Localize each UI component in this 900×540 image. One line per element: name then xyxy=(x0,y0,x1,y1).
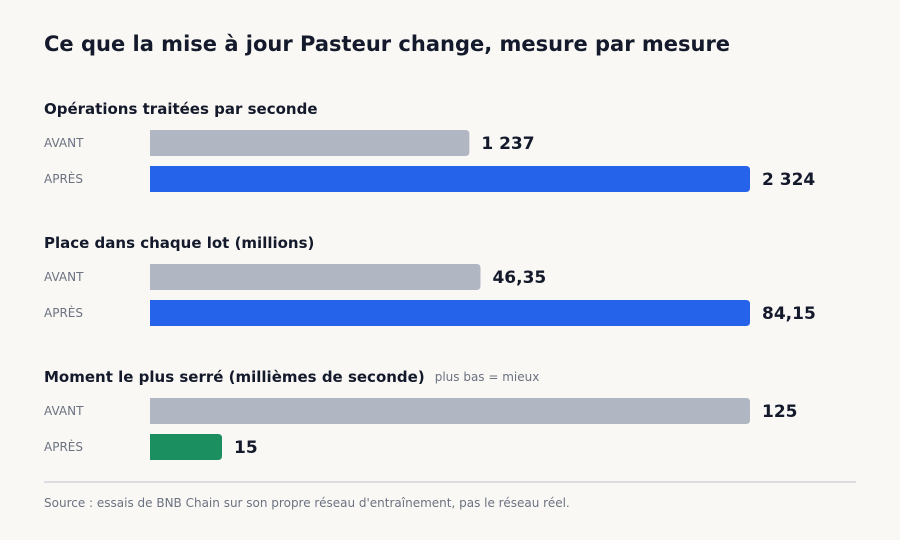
row-label: AVANT xyxy=(44,136,84,150)
group-note: plus bas = mieux xyxy=(435,370,540,384)
value-label: 84,15 xyxy=(762,304,816,324)
value-label: 15 xyxy=(234,438,258,458)
bar-chart: Opérations traitées par seconde AVANT 1 23… xyxy=(44,100,816,460)
row-label: APRÈS xyxy=(44,305,83,320)
chart-title: Ce que la mise à jour Pasteur change, me… xyxy=(44,32,731,56)
source-note: Source : essais de BNB Chain sur son pro… xyxy=(44,496,570,510)
bar-after xyxy=(150,166,750,192)
row-label: APRÈS xyxy=(44,171,83,186)
metric-group: Moment le plus serré (millièmes de secon… xyxy=(44,368,798,460)
value-label: 46,35 xyxy=(492,268,546,288)
metric-group: Opérations traitées par seconde AVANT 1 23… xyxy=(44,100,815,192)
bar-after xyxy=(150,300,750,326)
bar-before xyxy=(150,130,470,156)
group-title: Moment le plus serré (millièmes de secon… xyxy=(44,368,425,386)
bar-before xyxy=(150,398,750,424)
row-label: APRÈS xyxy=(44,439,83,454)
value-label: 125 xyxy=(762,402,798,422)
bar-after xyxy=(150,434,222,460)
value-label: 2 324 xyxy=(762,170,815,190)
value-label: 1 237 xyxy=(481,134,534,154)
row-label: AVANT xyxy=(44,270,84,284)
bar-before xyxy=(150,264,481,290)
group-title: Place dans chaque lot (millions) xyxy=(44,234,314,252)
metric-group: Place dans chaque lot (millions) AVANT 46,… xyxy=(44,234,816,326)
divider xyxy=(44,481,856,483)
group-title: Opérations traitées par seconde xyxy=(44,100,318,118)
row-label: AVANT xyxy=(44,404,84,418)
